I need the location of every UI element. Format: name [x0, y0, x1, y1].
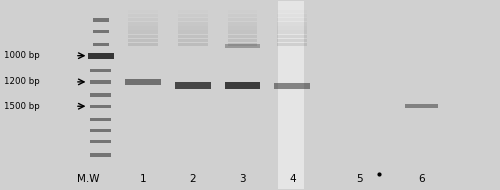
- Bar: [93, 30, 109, 33]
- Bar: [278, 6, 307, 9]
- Bar: [228, 22, 258, 25]
- Bar: [406, 104, 438, 108]
- Bar: [90, 105, 112, 108]
- Bar: [90, 118, 112, 121]
- Bar: [178, 18, 208, 21]
- Bar: [178, 43, 208, 46]
- Bar: [128, 30, 158, 34]
- Bar: [128, 22, 158, 25]
- Bar: [178, 35, 208, 38]
- Bar: [228, 39, 258, 42]
- Bar: [178, 6, 208, 9]
- Bar: [224, 44, 260, 48]
- Bar: [93, 43, 109, 46]
- Bar: [178, 14, 208, 17]
- Bar: [228, 6, 258, 9]
- Bar: [90, 69, 112, 72]
- Bar: [278, 43, 307, 46]
- Text: 1200 bp: 1200 bp: [4, 77, 40, 86]
- Bar: [228, 10, 258, 13]
- Bar: [278, 26, 307, 30]
- Text: 1500 bp: 1500 bp: [4, 102, 40, 111]
- Bar: [178, 10, 208, 13]
- Bar: [178, 26, 208, 30]
- Bar: [228, 35, 258, 38]
- Bar: [125, 79, 161, 85]
- Text: 6: 6: [418, 174, 425, 184]
- Bar: [128, 14, 158, 17]
- Bar: [228, 14, 258, 17]
- Bar: [278, 1, 304, 189]
- Bar: [175, 82, 210, 89]
- Bar: [178, 22, 208, 25]
- Bar: [178, 30, 208, 34]
- Bar: [128, 26, 158, 30]
- Bar: [178, 39, 208, 42]
- Text: 1000 bp: 1000 bp: [4, 51, 40, 60]
- Text: M.W: M.W: [77, 174, 100, 184]
- Text: 4: 4: [289, 174, 296, 184]
- Text: 1: 1: [140, 174, 146, 184]
- Bar: [128, 43, 158, 46]
- Text: 3: 3: [239, 174, 246, 184]
- Bar: [88, 53, 114, 59]
- Text: 2: 2: [190, 174, 196, 184]
- Bar: [128, 10, 158, 13]
- Bar: [278, 22, 307, 25]
- Bar: [128, 6, 158, 9]
- Bar: [128, 39, 158, 42]
- Bar: [90, 140, 112, 143]
- Bar: [90, 80, 112, 84]
- Bar: [278, 10, 307, 13]
- Bar: [228, 30, 258, 34]
- Bar: [278, 18, 307, 21]
- Bar: [228, 43, 258, 46]
- Bar: [228, 18, 258, 21]
- Bar: [274, 83, 310, 89]
- Bar: [90, 129, 112, 132]
- Bar: [90, 153, 112, 157]
- Bar: [278, 35, 307, 38]
- Bar: [278, 14, 307, 17]
- Bar: [228, 26, 258, 30]
- Bar: [278, 30, 307, 34]
- Bar: [90, 93, 112, 97]
- Bar: [128, 35, 158, 38]
- Bar: [93, 18, 109, 22]
- Text: 5: 5: [356, 174, 362, 184]
- Bar: [224, 82, 260, 89]
- Bar: [278, 39, 307, 42]
- Bar: [128, 18, 158, 21]
